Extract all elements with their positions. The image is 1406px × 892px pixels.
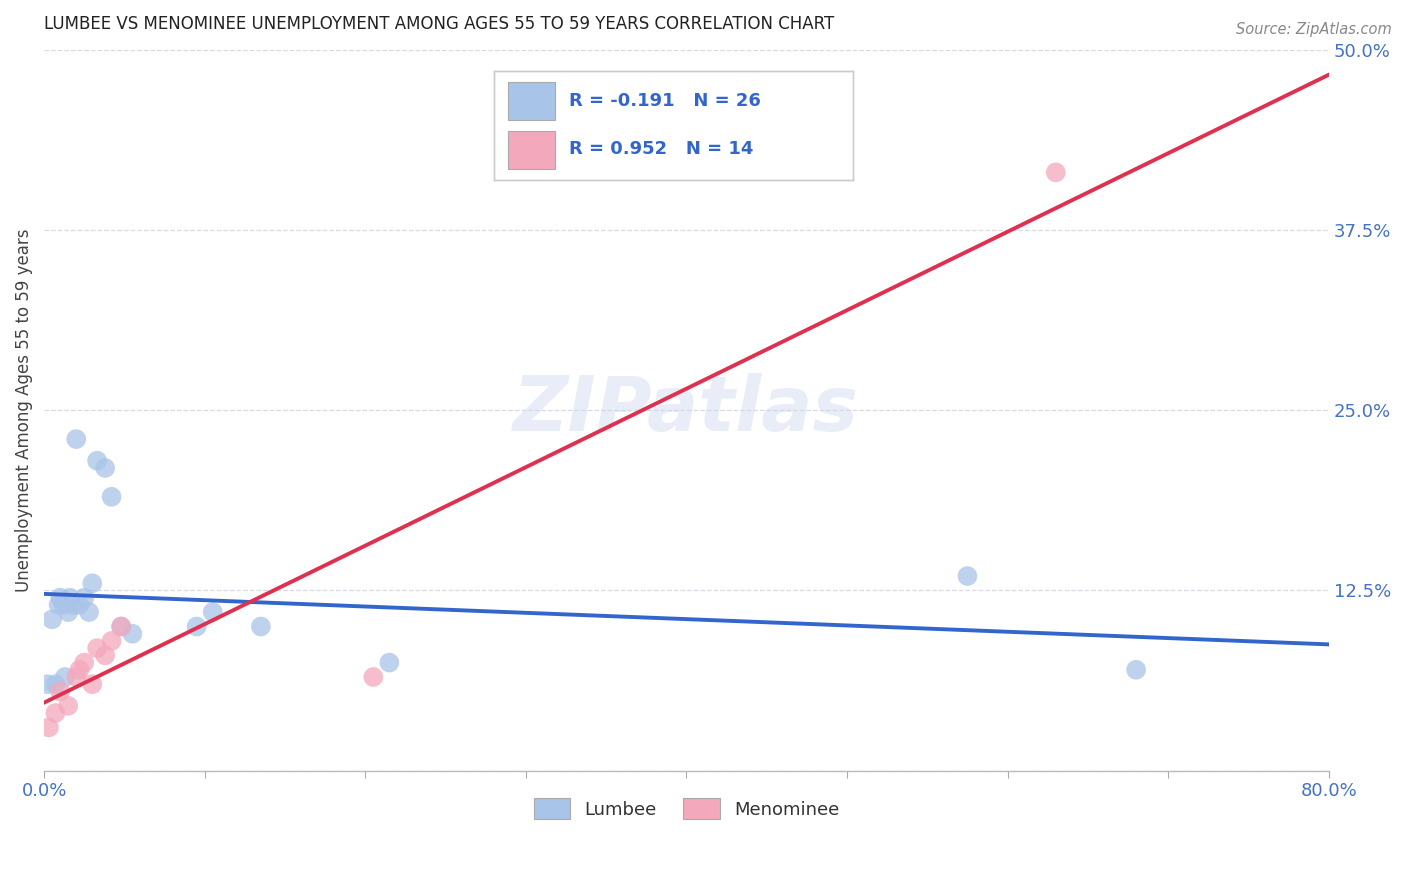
Point	[65, 432, 87, 446]
Point	[82, 576, 104, 591]
Point	[62, 598, 84, 612]
Point	[86, 641, 108, 656]
Point	[53, 670, 76, 684]
Point	[110, 619, 132, 633]
Point	[73, 656, 96, 670]
Point	[44, 706, 66, 720]
Point	[48, 598, 70, 612]
Point	[363, 670, 385, 684]
Point	[69, 663, 91, 677]
Point	[65, 670, 87, 684]
Point	[69, 598, 91, 612]
Point	[94, 461, 117, 475]
Point	[110, 619, 132, 633]
Text: ZIPatlas: ZIPatlas	[513, 373, 859, 447]
Point	[201, 605, 224, 619]
Point	[38, 721, 60, 735]
Point	[100, 634, 122, 648]
Point	[58, 698, 80, 713]
Point	[44, 677, 66, 691]
Text: Source: ZipAtlas.com: Source: ZipAtlas.com	[1236, 22, 1392, 37]
Point	[37, 677, 59, 691]
Point	[41, 612, 63, 626]
Point	[1045, 165, 1067, 179]
Point	[1125, 663, 1147, 677]
Point	[59, 591, 82, 605]
Point	[250, 619, 273, 633]
Point	[49, 684, 72, 698]
Point	[52, 598, 75, 612]
Point	[86, 454, 108, 468]
Point	[73, 591, 96, 605]
Y-axis label: Unemployment Among Ages 55 to 59 years: Unemployment Among Ages 55 to 59 years	[15, 228, 32, 592]
Point	[58, 605, 80, 619]
Point	[82, 677, 104, 691]
Point	[77, 605, 100, 619]
Point	[100, 490, 122, 504]
Point	[49, 591, 72, 605]
Text: LUMBEE VS MENOMINEE UNEMPLOYMENT AMONG AGES 55 TO 59 YEARS CORRELATION CHART: LUMBEE VS MENOMINEE UNEMPLOYMENT AMONG A…	[44, 15, 834, 33]
Point	[121, 626, 143, 640]
Point	[956, 569, 979, 583]
Point	[94, 648, 117, 663]
Legend: Lumbee, Menominee: Lumbee, Menominee	[526, 791, 846, 827]
Point	[186, 619, 208, 633]
Point	[378, 656, 401, 670]
